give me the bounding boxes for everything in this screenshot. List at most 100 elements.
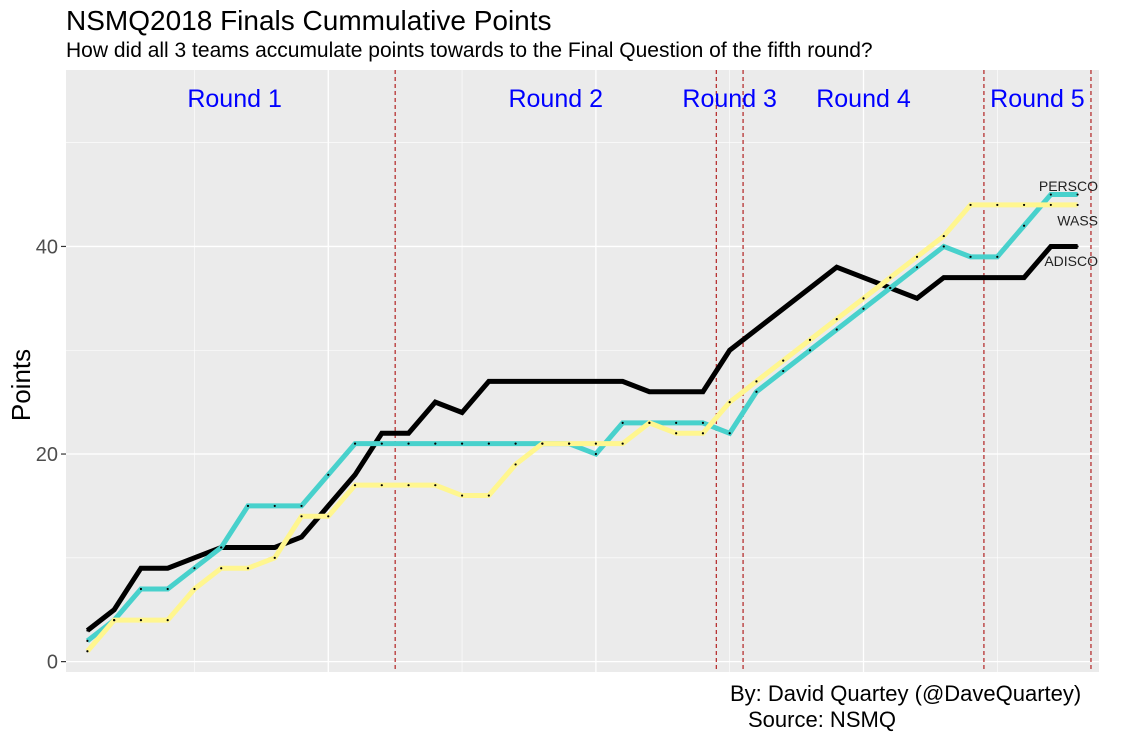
data-point-adisco <box>701 390 705 393</box>
data-point-adisco <box>835 266 838 269</box>
series-line-persco <box>85 192 1078 643</box>
data-point-adisco <box>568 380 571 383</box>
data-point-wass <box>648 421 651 424</box>
data-point-persco <box>915 266 919 269</box>
data-point-persco <box>380 442 383 445</box>
series-layer <box>85 192 1079 653</box>
data-point-persco <box>1049 193 1052 196</box>
data-point-wass <box>701 432 705 435</box>
data-point-wass <box>1076 203 1079 207</box>
data-point-persco <box>621 421 624 424</box>
data-point-wass <box>460 494 464 497</box>
data-point-adisco <box>782 307 785 310</box>
data-point-persco <box>701 421 705 424</box>
data-point-wass <box>434 484 437 487</box>
data-point-wass <box>514 463 517 466</box>
y-axis-title: Points <box>6 349 36 421</box>
data-point-adisco <box>380 432 383 435</box>
data-point-persco <box>862 307 865 310</box>
series-end-labels: PERSCO WASS ADISCO <box>1039 178 1098 269</box>
data-point-wass <box>969 203 972 207</box>
data-point-adisco <box>675 390 678 393</box>
caption: By: David Quartey (@DaveQuartey) Source:… <box>730 681 1081 733</box>
data-point-persco <box>273 504 276 508</box>
data-point-persco <box>86 639 89 642</box>
data-point-wass <box>273 556 276 559</box>
data-point-persco <box>193 567 196 570</box>
data-point-adisco <box>942 276 945 279</box>
data-point-persco <box>300 504 303 508</box>
data-point-persco <box>139 587 143 591</box>
data-point-adisco <box>353 473 357 476</box>
data-point-adisco <box>1076 245 1079 248</box>
data-point-adisco <box>648 390 651 393</box>
y-axis: 0 20 40 <box>36 236 66 674</box>
series-line-wass <box>85 202 1078 653</box>
data-point-adisco <box>808 286 812 290</box>
end-label-persco: PERSCO <box>1039 178 1098 194</box>
data-point-adisco <box>300 535 303 539</box>
data-point-wass <box>1049 203 1052 207</box>
data-point-adisco <box>460 411 464 414</box>
data-point-persco <box>675 421 678 424</box>
data-point-persco <box>969 255 972 258</box>
data-point-persco <box>1076 193 1079 196</box>
data-point-persco <box>942 245 945 248</box>
data-point-adisco <box>594 380 597 383</box>
data-point-wass <box>541 442 544 445</box>
data-point-wass <box>808 338 812 341</box>
data-point-wass <box>568 442 571 445</box>
data-point-persco <box>835 328 838 331</box>
data-point-wass <box>728 401 731 404</box>
data-point-wass <box>166 619 169 622</box>
round-labels: Round 1 Round 2 Round 3 Round 4 Round 5 <box>187 85 1084 113</box>
y-tick-label: 20 <box>36 444 58 466</box>
data-point-persco <box>1022 224 1026 227</box>
data-point-wass <box>113 619 116 622</box>
data-point-wass <box>220 567 223 570</box>
series-line-adisco <box>85 243 1078 633</box>
round-label: Round 2 <box>508 85 603 113</box>
data-point-adisco <box>514 380 517 383</box>
data-point-wass <box>300 515 303 518</box>
chart-subtitle: How did all 3 teams accumulate points to… <box>66 39 873 62</box>
data-point-wass <box>915 255 919 258</box>
data-point-wass <box>1022 203 1026 207</box>
data-point-wass <box>594 442 597 445</box>
data-point-wass <box>835 318 838 321</box>
data-point-persco <box>434 442 437 445</box>
data-point-adisco <box>969 276 972 279</box>
data-point-wass <box>86 650 89 653</box>
y-tick-label: 40 <box>36 236 58 258</box>
data-point-adisco <box>541 380 544 383</box>
data-point-wass <box>942 234 945 238</box>
round-label: Round 4 <box>816 85 911 113</box>
data-point-adisco <box>1022 276 1026 279</box>
data-point-wass <box>755 380 758 383</box>
data-point-wass <box>675 432 678 435</box>
end-label-wass: WASS <box>1057 213 1098 229</box>
data-point-wass <box>889 276 892 279</box>
data-point-persco <box>808 349 812 352</box>
data-point-adisco <box>113 608 116 611</box>
data-point-adisco <box>621 380 624 383</box>
data-point-wass <box>407 484 410 487</box>
data-point-adisco <box>407 432 410 435</box>
data-point-wass <box>380 484 383 487</box>
round-label: Round 1 <box>187 85 282 113</box>
data-point-persco <box>327 473 330 476</box>
data-point-wass <box>862 297 865 300</box>
data-point-persco <box>166 587 169 591</box>
caption-source: Source: NSMQ <box>748 707 896 732</box>
data-point-adisco <box>434 401 437 404</box>
data-point-persco <box>594 452 597 456</box>
data-point-persco <box>220 546 223 549</box>
data-point-persco <box>514 442 517 445</box>
plot-panel <box>66 70 1099 672</box>
data-point-persco <box>996 255 999 258</box>
caption-author: By: David Quartey (@DaveQuartey) <box>730 681 1082 706</box>
round-label: Round 3 <box>682 85 777 113</box>
data-point-wass <box>782 359 785 362</box>
data-point-persco <box>728 432 731 435</box>
